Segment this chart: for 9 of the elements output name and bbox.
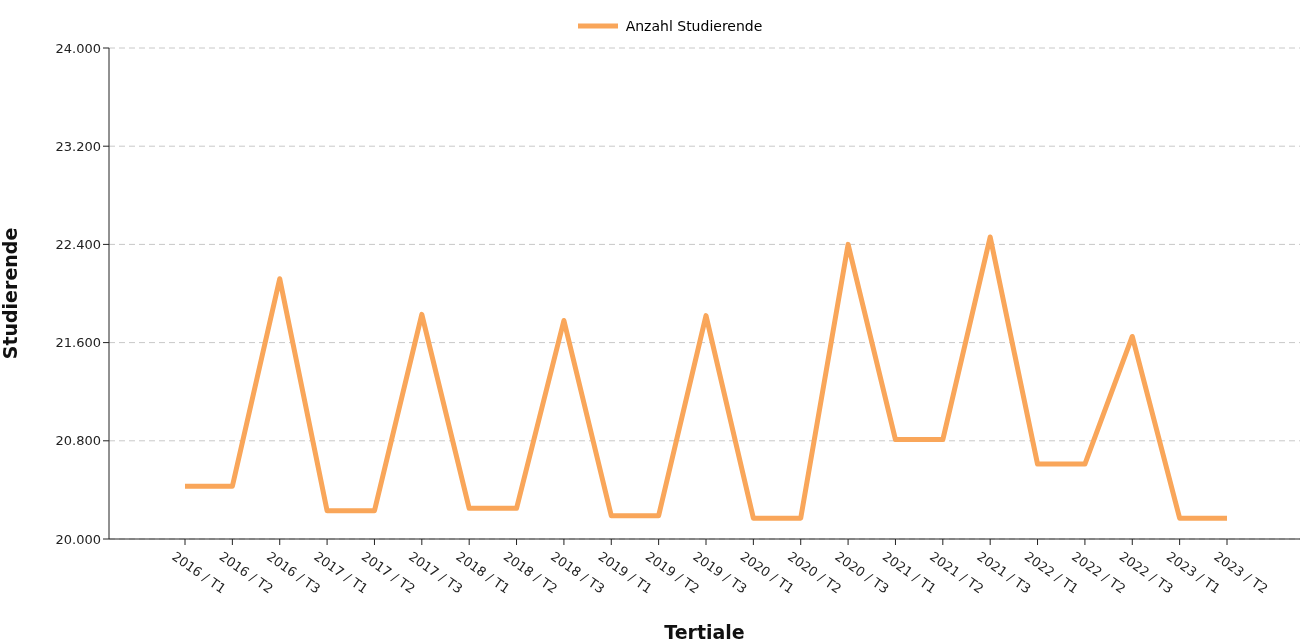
y-tick-label: 24.000: [55, 40, 101, 56]
x-axis-title: Tertiale: [664, 621, 745, 643]
y-tick-label: 21.600: [55, 335, 101, 351]
y-tick-label: 20.000: [55, 531, 101, 547]
y-tick-label: 20.800: [55, 433, 101, 449]
y-axis-title: Studierende: [0, 227, 21, 360]
y-tick-label: 22.400: [55, 237, 101, 253]
legend-label: Anzahl Studierende: [625, 18, 763, 34]
y-tick-label: 23.200: [55, 138, 101, 154]
